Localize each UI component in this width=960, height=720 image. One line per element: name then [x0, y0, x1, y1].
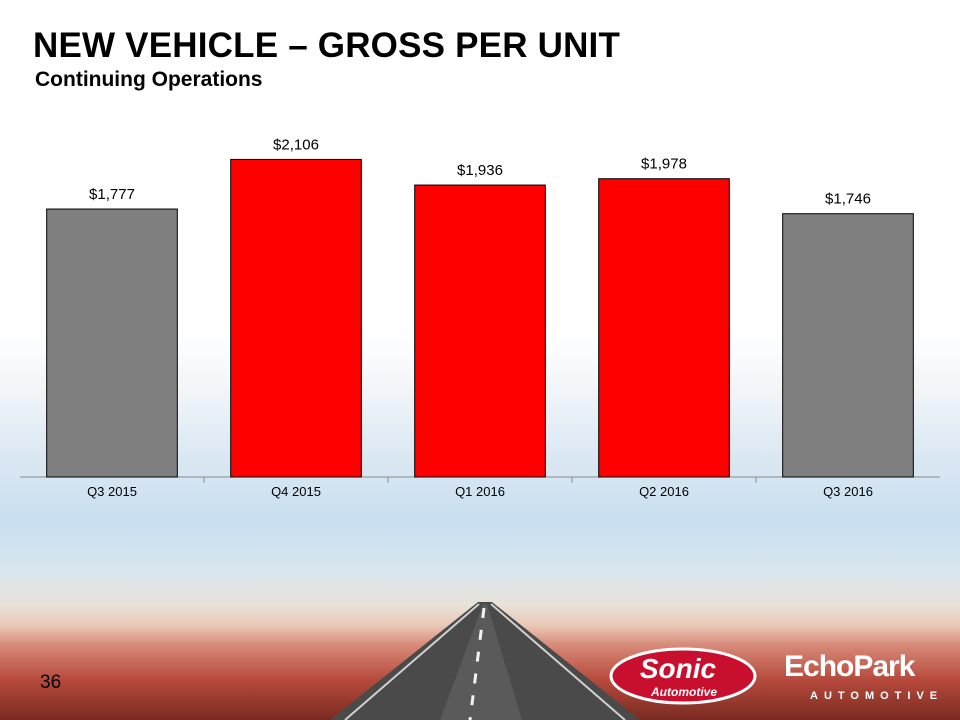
x-tick-label: Q2 2016: [639, 484, 689, 499]
bar-chart: $1,777 Q3 2015 $2,106 Q4 2015 $1,936 Q1 2016 $…: [20, 136, 940, 499]
sonic-automotive-logo: Sonic Automotive: [609, 647, 757, 705]
echopark-logo: EchoPark: [784, 650, 915, 683]
bar-q3-2015: [46, 208, 178, 478]
page-subtitle: Continuing Operations: [35, 68, 263, 91]
x-tick-label: Q3 2015: [87, 484, 137, 499]
data-label: $1,936: [457, 162, 503, 179]
page-title: NEW VEHICLE – GROSS PER UNIT: [33, 26, 621, 65]
bar-q4-2015: [230, 158, 362, 478]
data-label: $2,106: [273, 136, 319, 153]
bar-q2-2016: [598, 178, 730, 478]
svg-text:Automotive: Automotive: [650, 685, 717, 699]
data-label: $1,777: [89, 186, 135, 203]
page-number: 36: [40, 672, 62, 693]
x-tick-label: Q3 2016: [823, 484, 873, 499]
bar-q1-2016: [414, 184, 546, 478]
svg-text:Sonic: Sonic: [640, 653, 717, 684]
bar-q3-2016: [782, 213, 914, 478]
x-tick-label: Q4 2015: [271, 484, 321, 499]
data-label: $1,746: [825, 191, 871, 208]
echopark-logo-subtitle: AUTOMOTIVE: [810, 690, 944, 702]
x-tick-label: Q1 2016: [455, 484, 505, 499]
data-label: $1,978: [641, 156, 687, 173]
road-background-image: [330, 602, 640, 720]
